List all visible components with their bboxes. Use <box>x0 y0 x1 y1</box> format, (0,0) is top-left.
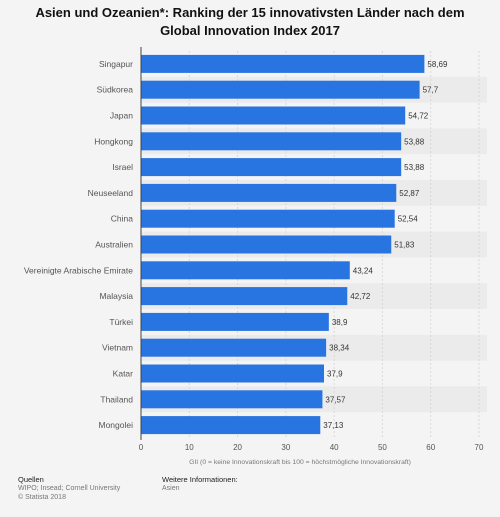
category-label: Hongkong <box>94 136 133 146</box>
chart-title-line-1: Asien und Ozeanien*: Ranking der 15 inno… <box>35 5 465 20</box>
x-tick-label: 20 <box>233 443 242 452</box>
category-label: Israel <box>112 162 133 172</box>
value-label: 37,9 <box>327 370 343 379</box>
value-label: 53,88 <box>404 163 425 172</box>
bar <box>141 364 325 383</box>
value-label: 57,7 <box>423 86 439 95</box>
value-label: 51,83 <box>394 241 415 250</box>
category-label: Türkei <box>109 317 133 327</box>
category-label: Singapur <box>99 59 133 69</box>
x-tick-label: 10 <box>185 443 194 452</box>
value-label: 38,9 <box>332 318 348 327</box>
sources-heading: Quellen <box>18 475 44 484</box>
category-label: Mongolei <box>99 420 134 430</box>
bar <box>141 183 397 202</box>
bar <box>141 390 323 409</box>
value-label: 42,72 <box>350 292 371 301</box>
x-tick-label: 70 <box>475 443 484 452</box>
bar <box>141 209 395 228</box>
bar <box>141 80 420 99</box>
bar <box>141 261 350 280</box>
value-label: 53,88 <box>404 137 425 146</box>
x-tick-label: 30 <box>281 443 290 452</box>
bar <box>141 132 402 151</box>
more-info-block: Weitere Informationen: Asien <box>162 475 238 493</box>
value-label: 38,34 <box>329 344 350 353</box>
bar <box>141 54 425 73</box>
more-info-heading: Weitere Informationen: <box>162 475 238 484</box>
value-label: 37,57 <box>325 395 346 404</box>
sources-text: WIPO; Insead; Cornell University <box>18 485 121 492</box>
value-label: 37,13 <box>323 421 344 430</box>
category-label: Vereinigte Arabische Emirate <box>24 265 133 275</box>
x-tick-label: 0 <box>139 443 144 452</box>
x-tick-label: 40 <box>330 443 339 452</box>
bar <box>141 416 321 435</box>
category-label: Katar <box>113 369 133 379</box>
bar <box>141 106 406 125</box>
category-label: Neuseeland <box>88 188 134 198</box>
category-label: China <box>111 214 133 224</box>
bar <box>141 312 329 331</box>
copyright-text: © Statista 2018 <box>18 494 66 501</box>
value-label: 58,69 <box>427 60 448 69</box>
bar <box>141 235 392 254</box>
value-label: 52,87 <box>399 189 420 198</box>
category-label: Vietnam <box>102 343 133 353</box>
chart-title-line-2: Global Innovation Index 2017 <box>160 23 340 38</box>
category-label: Malaysia <box>99 291 133 301</box>
value-label: 52,54 <box>398 215 419 224</box>
bar <box>141 158 402 177</box>
value-label: 43,24 <box>353 266 374 275</box>
x-axis-title: GII (0 = keine Innovationskraft bis 100 … <box>189 459 411 466</box>
bar-chart: Singapur 58,69 Südkorea 57,7 Japan 54,72 Hongk… <box>23 47 484 466</box>
bar <box>141 338 327 357</box>
value-label: 54,72 <box>408 112 429 121</box>
x-tick-label: 60 <box>426 443 435 452</box>
bar <box>141 287 348 306</box>
sources-block: Quellen WIPO; Insead; Cornell University… <box>18 475 120 502</box>
category-label: Australien <box>95 240 133 250</box>
category-label: Thailand <box>100 394 133 404</box>
category-label: Südkorea <box>97 85 134 95</box>
x-tick-label: 50 <box>378 443 387 452</box>
more-info-text: Asien <box>162 485 180 492</box>
category-label: Japan <box>110 111 133 121</box>
chart-title: Asien und Ozeanien*: Ranking der 15 inno… <box>0 4 500 40</box>
